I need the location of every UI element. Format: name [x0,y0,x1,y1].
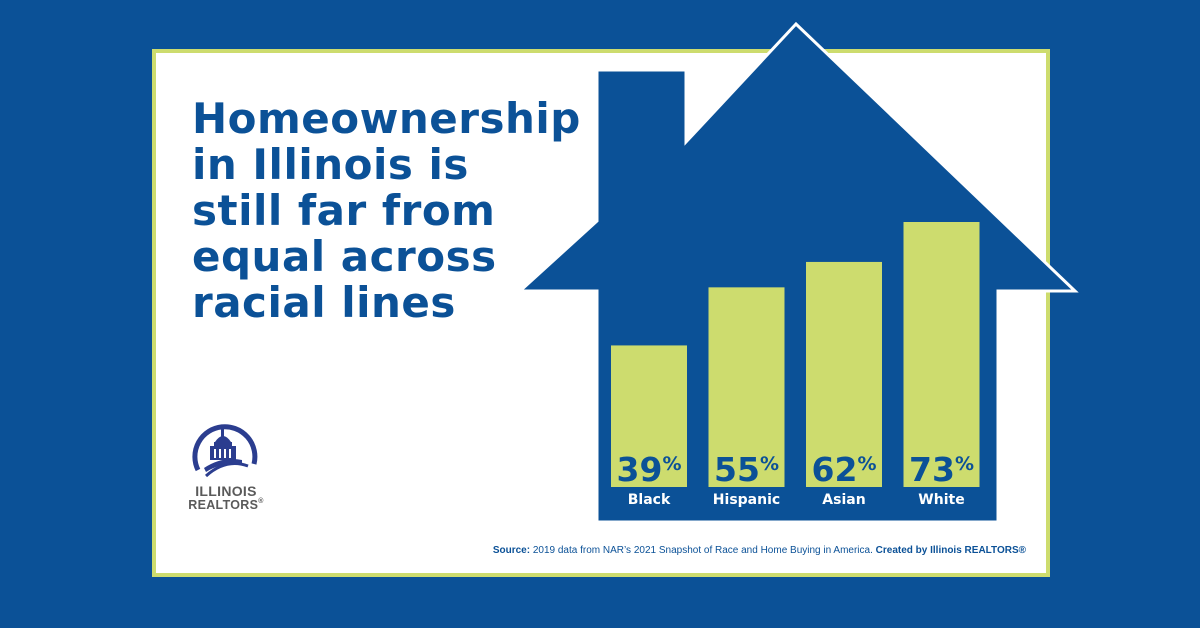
data-label-white: 73% [909,450,974,489]
tick-label-white: White [918,492,964,508]
bar-white [903,222,980,487]
data-label-hispanic: 55% [714,450,779,489]
tick-label-black: Black [628,492,671,508]
source-note: Source: 2019 data from NAR’s 2021 Snapsh… [493,545,1026,556]
source-body: 2019 data from NAR’s 2021 Snapshot of Ra… [530,545,876,556]
bar-hispanic [708,287,785,487]
source-lead: Source: [492,545,531,556]
tick-label-asian: Asian [822,492,865,508]
data-label-asian: 62% [812,450,877,489]
logo-text-illinois: ILLINOIS [195,483,257,499]
tick-label-hispanic: Hispanic [713,492,780,508]
source-credit: Created by Illinois REALTORS® [875,545,1026,556]
capitol-dome-icon [192,424,258,478]
illinois-realtors-logo: ILLINOIS REALTORS® [186,412,266,522]
bars-layer: 39% Black 55% Hispanic 62% Asian 73% White [611,222,980,508]
bar-asian [806,261,882,487]
headline: Homeownership in Illinois is still far f… [192,94,581,327]
house-silhouette-icon [516,21,1079,524]
data-label-black: 39% [617,450,682,489]
bar-black [611,345,687,487]
logo-text-realtors: REALTORS® [188,498,264,512]
